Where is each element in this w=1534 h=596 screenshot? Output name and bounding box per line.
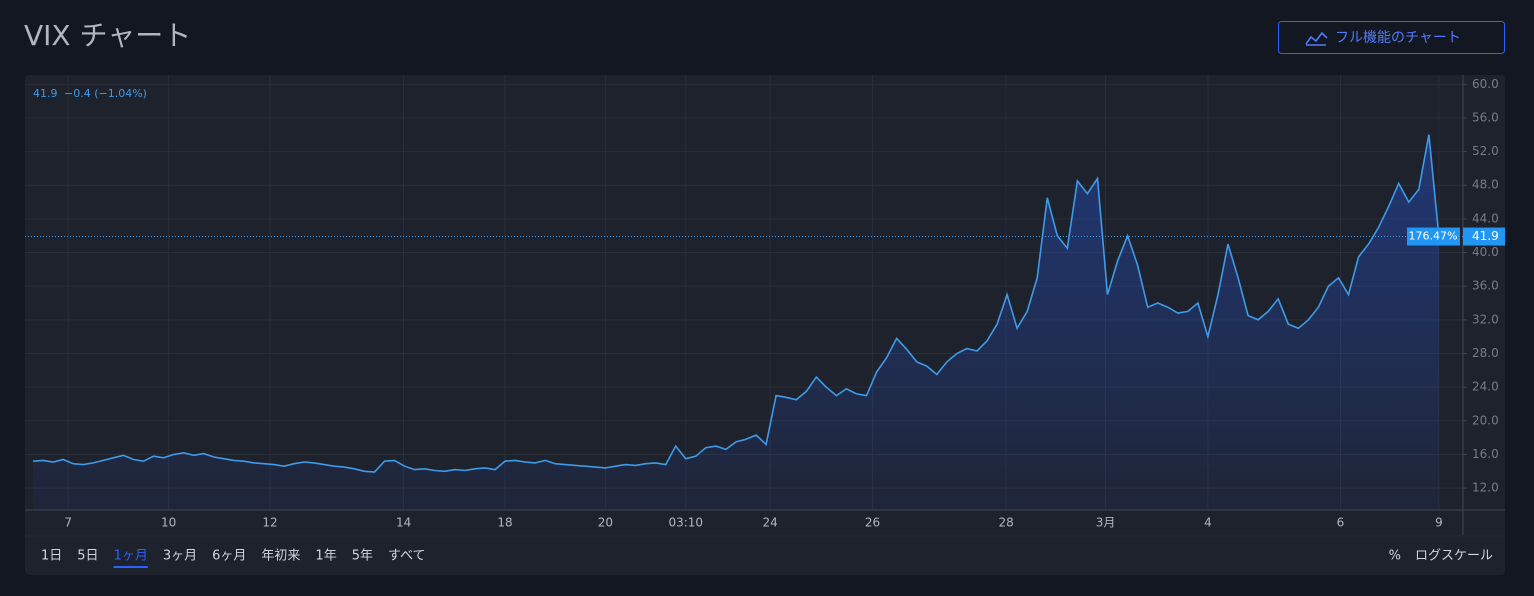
status-last: 41.9 <box>33 87 58 100</box>
range-button[interactable]: 5日 <box>77 549 98 564</box>
price-label: 41.9 <box>1472 229 1499 243</box>
y-tick-label: 40.0 <box>1472 245 1499 259</box>
full-chart-button[interactable] <box>1278 21 1505 54</box>
range-button[interactable]: 1日 <box>41 549 62 564</box>
y-tick-label: 28.0 <box>1472 346 1499 360</box>
y-tick-label: 56.0 <box>1472 110 1499 124</box>
range-button[interactable]: 3ヶ月 <box>163 549 197 564</box>
x-tick-label: 18 <box>497 516 512 530</box>
range-button[interactable]: すべて <box>388 549 426 564</box>
range-button[interactable]: 年初来 <box>261 549 300 564</box>
y-tick-label: 48.0 <box>1472 178 1499 192</box>
x-tick-label: 14 <box>396 516 411 530</box>
area <box>33 134 1439 510</box>
y-tick-label: 52.0 <box>1472 144 1499 158</box>
x-tick-label: 4 <box>1204 516 1212 530</box>
y-tick-label: 16.0 <box>1472 447 1499 461</box>
x-tick-label: 6 <box>1337 516 1345 530</box>
y-tick-label: 44.0 <box>1472 211 1499 225</box>
y-tick-label: 60.0 <box>1472 77 1499 91</box>
range-button[interactable]: 6ヶ月 <box>212 549 246 564</box>
x-tick-label: 9 <box>1435 516 1443 530</box>
option-button[interactable]: % <box>1389 549 1401 564</box>
line <box>32 134 1440 473</box>
change-label: 176.47% <box>1409 230 1458 243</box>
x-tick-label: 12 <box>262 516 277 530</box>
change-badge <box>1407 227 1460 246</box>
range-button[interactable]: 1年 <box>315 549 336 564</box>
y-tick-label: 24.0 <box>1472 380 1499 394</box>
x-tick-label: 28 <box>998 516 1013 530</box>
y-tick-label: 36.0 <box>1472 279 1499 293</box>
x-tick-label: 26 <box>865 516 880 530</box>
x-tick-label: 24 <box>762 516 777 530</box>
range-active <box>113 566 148 568</box>
title: VIX チャート <box>24 19 191 52</box>
x-tick-label: 7 <box>64 516 72 530</box>
x-tick-label: 10 <box>161 516 176 530</box>
status-change: −0.4 (−1.04%) <box>64 87 147 100</box>
y-tick-label: 12.0 <box>1472 481 1499 495</box>
option-button[interactable]: ログスケール <box>1415 549 1493 564</box>
x-tick-label: 03:10 <box>668 516 703 530</box>
y-tick-label: 32.0 <box>1472 312 1499 326</box>
range-button[interactable]: 5年 <box>352 549 373 564</box>
range-button[interactable]: 1ヶ月 <box>114 549 148 564</box>
x-tick-label: 20 <box>598 516 613 530</box>
chart-icon <box>1305 31 1328 46</box>
y-tick-label: 20.0 <box>1472 413 1499 427</box>
button-label[interactable]: フル機能のチャート <box>1335 30 1461 46</box>
x-tick-label: 3月 <box>1096 516 1116 530</box>
price-badge <box>1463 227 1505 246</box>
